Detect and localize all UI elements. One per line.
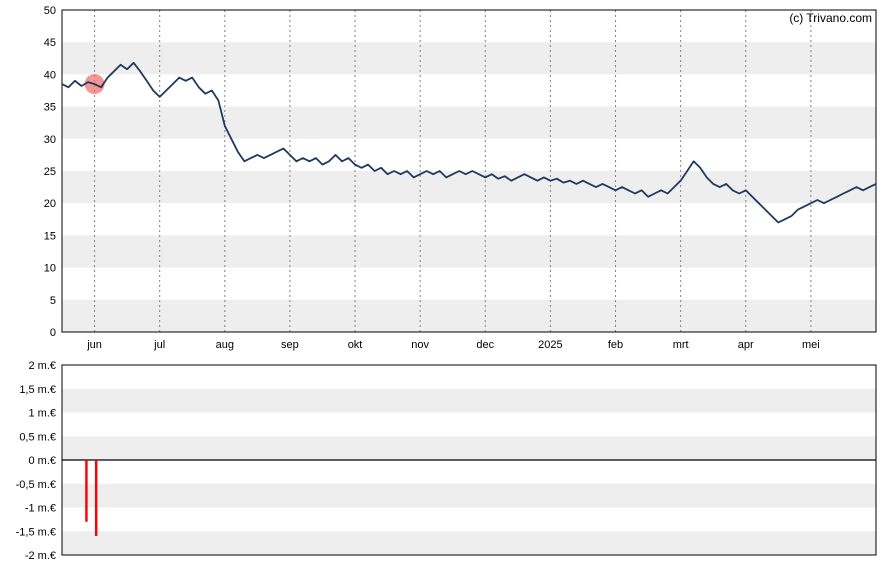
- price-band: [62, 42, 876, 74]
- price-xtick-label: okt: [348, 339, 363, 351]
- volume-band: [62, 436, 876, 460]
- volume-ytick-label: 1,5 m.€: [19, 384, 56, 396]
- price-ytick-label: 35: [44, 102, 56, 114]
- volume-bar: [95, 460, 97, 536]
- volume-band: [62, 531, 876, 555]
- attribution: (c) Trivano.com: [789, 11, 872, 25]
- price-xtick-label: 2025: [538, 339, 562, 351]
- price-xtick-label: mrt: [673, 339, 689, 351]
- price-band: [62, 300, 876, 332]
- price-xtick-label: aug: [216, 339, 234, 351]
- price-ytick-label: 20: [44, 198, 56, 210]
- price-ytick-label: 15: [44, 230, 56, 242]
- price-xtick-label: nov: [411, 339, 429, 351]
- price-ytick-label: 40: [44, 69, 56, 81]
- price-xtick-label: jun: [86, 339, 102, 351]
- price-ytick-label: 5: [50, 295, 56, 307]
- price-ytick-label: 0: [50, 327, 56, 339]
- volume-ytick-label: -1 m.€: [25, 503, 56, 515]
- volume-ytick-label: -2 m.€: [25, 550, 56, 562]
- price-xtick-label: dec: [476, 339, 494, 351]
- price-xtick-label: jul: [153, 339, 165, 351]
- volume-bar: [85, 460, 87, 522]
- price-ytick-label: 30: [44, 134, 56, 146]
- price-band: [62, 107, 876, 139]
- price-xtick-label: apr: [738, 339, 754, 351]
- price-xtick-label: mei: [802, 339, 820, 351]
- volume-ytick-label: 2 m.€: [28, 360, 56, 372]
- chart-container: 05101520253035404550junjulaugsepoktnovde…: [0, 0, 888, 565]
- chart-svg: 05101520253035404550junjulaugsepoktnovde…: [0, 0, 888, 565]
- price-ytick-label: 45: [44, 37, 56, 49]
- volume-band: [62, 484, 876, 508]
- volume-ytick-label: -1,5 m.€: [16, 526, 56, 538]
- price-xtick-label: sep: [281, 339, 299, 351]
- price-xtick-label: feb: [608, 339, 623, 351]
- volume-band: [62, 389, 876, 413]
- volume-ytick-label: 0,5 m.€: [19, 431, 56, 443]
- price-ytick-label: 25: [44, 166, 56, 178]
- price-ytick-label: 50: [44, 5, 56, 17]
- volume-ytick-label: 1 m.€: [28, 408, 56, 420]
- volume-ytick-label: 0 m.€: [28, 455, 56, 467]
- volume-ytick-label: -0,5 m.€: [16, 479, 56, 491]
- price-band: [62, 235, 876, 267]
- price-ytick-label: 10: [44, 263, 56, 275]
